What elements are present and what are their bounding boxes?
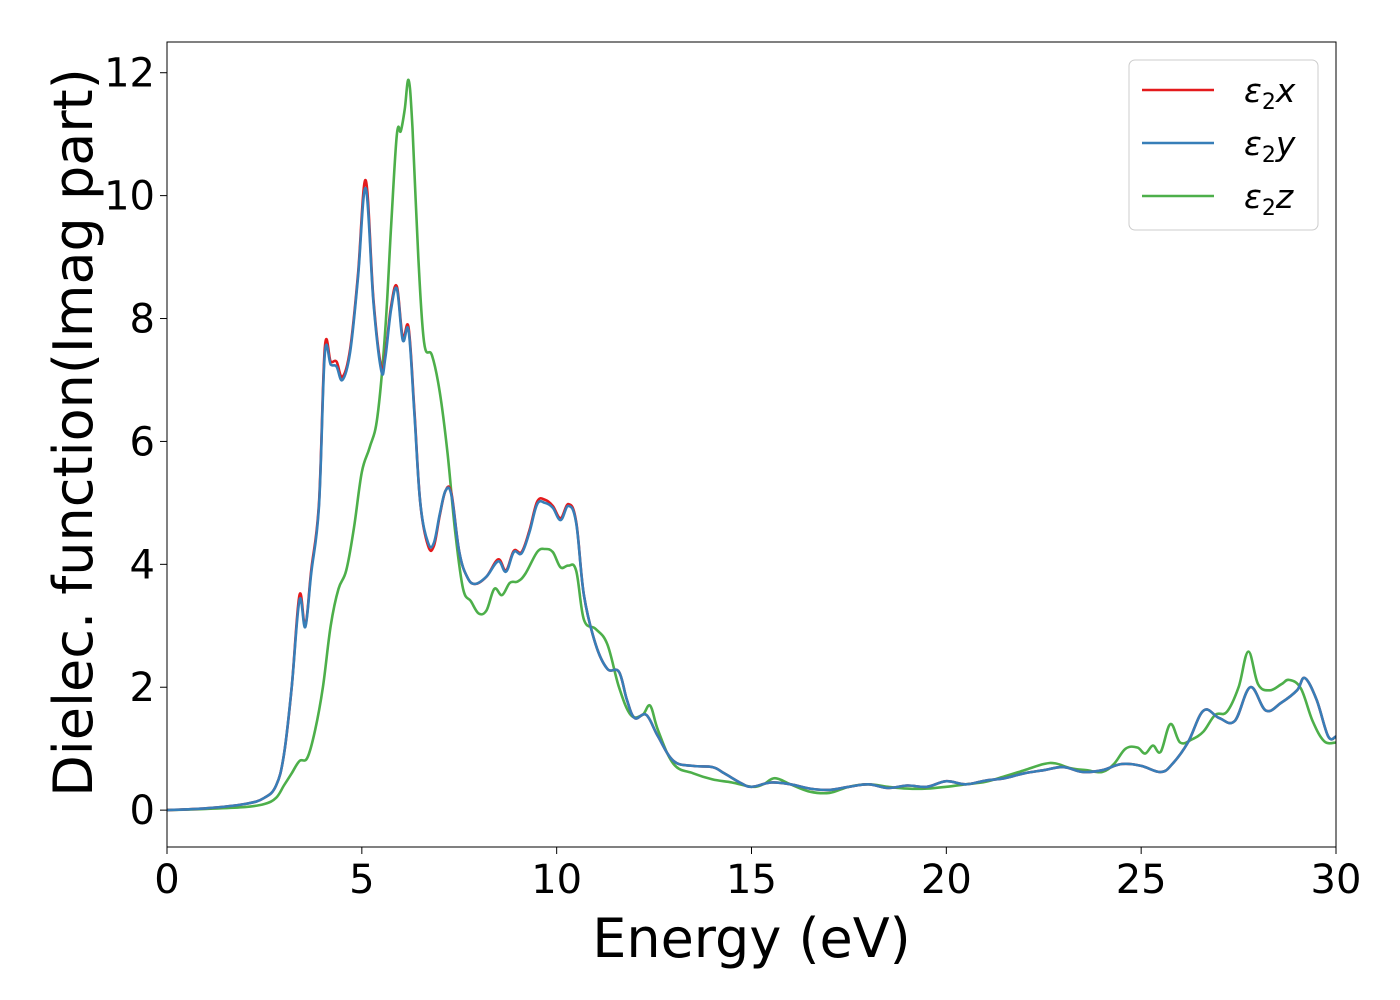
legend-label-y: ε2y xyxy=(1244,124,1296,168)
legend-base: ε xyxy=(1244,124,1262,163)
legend-base: ε xyxy=(1244,177,1262,216)
y-axis-ticks: 0 2 4 6 8 10 12 xyxy=(104,51,167,834)
x-tick-label: 10 xyxy=(531,857,582,903)
legend-subscript: 2 xyxy=(1262,196,1276,221)
y-tick-label: 12 xyxy=(104,51,155,97)
series-line-y xyxy=(167,186,1336,812)
legend-base: ε xyxy=(1244,71,1262,110)
legend-box xyxy=(1128,59,1319,231)
legend-subscript: 2 xyxy=(1262,90,1276,115)
x-axis-ticks: 0 5 10 15 20 25 30 xyxy=(154,847,1361,903)
legend-label-x: ε2x xyxy=(1244,71,1296,115)
y-tick-label: 10 xyxy=(104,174,155,220)
series-lines xyxy=(167,78,1336,812)
legend-suffix: y xyxy=(1275,124,1296,163)
x-axis-title: Energy (eV) xyxy=(592,907,911,970)
legend-suffix: x xyxy=(1275,71,1296,110)
x-tick-label: 20 xyxy=(921,857,972,903)
legend-subscript: 2 xyxy=(1262,143,1276,168)
y-tick-label: 4 xyxy=(130,542,155,588)
y-tick-label: 8 xyxy=(130,297,155,343)
x-tick-label: 15 xyxy=(726,857,777,903)
x-tick-label: 25 xyxy=(1116,857,1167,903)
x-tick-label: 5 xyxy=(349,857,374,903)
y-tick-label: 6 xyxy=(130,419,155,465)
series-line-z xyxy=(167,78,1336,812)
x-tick-label: 30 xyxy=(1311,857,1362,903)
series-line-x xyxy=(167,178,1336,812)
legend-label-z: ε2z xyxy=(1244,177,1294,221)
x-tick-label: 0 xyxy=(154,857,179,903)
legend-suffix: z xyxy=(1275,177,1294,216)
y-axis-title: Dielec. function(Imag part) xyxy=(42,68,105,797)
y-tick-label: 0 xyxy=(130,788,155,834)
y-tick-label: 2 xyxy=(130,665,155,711)
